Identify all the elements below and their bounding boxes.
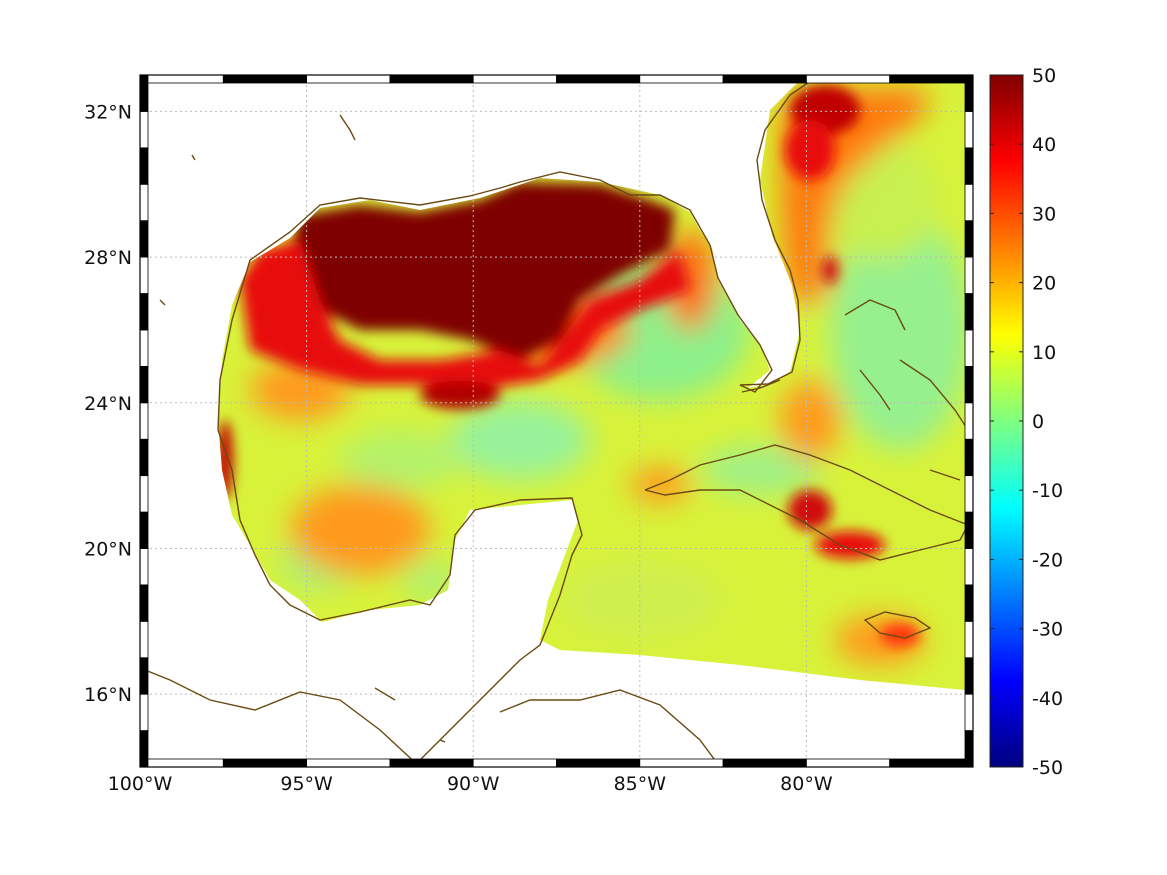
x-axis-ticks: 100°W 95°W 90°W 85°W 80°W bbox=[108, 773, 833, 795]
frame-stripe bbox=[139, 293, 149, 331]
x-tick-label: 90°W bbox=[447, 773, 500, 795]
y-tick-label: 24°N bbox=[84, 393, 132, 415]
frame-stripe bbox=[964, 74, 974, 112]
frame-stripe bbox=[139, 74, 224, 84]
x-tick-label: 100°W bbox=[108, 773, 173, 795]
frame-stripe bbox=[389, 758, 474, 768]
frame-stripe bbox=[964, 584, 974, 622]
colorbar-tick-label: 0 bbox=[1032, 411, 1044, 433]
frame-stripe bbox=[139, 111, 149, 149]
frame-stripe bbox=[139, 548, 149, 586]
frame-stripe bbox=[222, 74, 308, 84]
frame-stripe bbox=[964, 147, 974, 185]
frame-stripe bbox=[722, 74, 807, 84]
y-tick-label: 16°N bbox=[84, 684, 132, 706]
frame-stripe bbox=[806, 758, 891, 768]
frame-stripe bbox=[139, 758, 224, 768]
florida-keys-line bbox=[741, 379, 781, 393]
frame-stripe bbox=[964, 548, 974, 586]
frame-border bbox=[139, 74, 974, 768]
frame-stripe bbox=[139, 475, 149, 513]
frame-stripe bbox=[139, 657, 149, 695]
frame-stripe bbox=[139, 329, 149, 367]
frame-stripe bbox=[139, 402, 149, 440]
frame-stripe bbox=[964, 220, 974, 258]
frame-stripe bbox=[806, 74, 891, 84]
map-frame bbox=[139, 74, 974, 768]
frame-stripe bbox=[964, 693, 974, 731]
cuba-line bbox=[644, 444, 969, 561]
frame-stripe bbox=[389, 74, 474, 84]
islands-line bbox=[159, 114, 446, 743]
frame-stripe bbox=[139, 183, 149, 222]
frame-stripe bbox=[964, 402, 974, 440]
y-tick-label: 20°N bbox=[84, 538, 132, 560]
colorbar-tick-label: 40 bbox=[1032, 134, 1056, 156]
frame-stripe bbox=[964, 365, 974, 404]
frame-stripe bbox=[139, 438, 149, 477]
colorbar bbox=[989, 74, 1024, 768]
frame-stripe bbox=[306, 758, 391, 768]
frame-stripe bbox=[964, 730, 974, 768]
colorbar-tick-label: 10 bbox=[1032, 342, 1056, 364]
frame-stripe bbox=[964, 256, 974, 294]
frame-stripe bbox=[639, 74, 724, 84]
frame-stripe bbox=[964, 111, 974, 149]
frame-stripe bbox=[964, 475, 974, 513]
frame-stripe bbox=[964, 657, 974, 695]
y-tick-label: 28°N bbox=[84, 247, 132, 269]
coastlines bbox=[140, 77, 969, 767]
gulf-coast-line bbox=[217, 77, 816, 471]
frame-stripe bbox=[139, 511, 149, 549]
frame-stripe bbox=[964, 293, 974, 331]
frame-stripe bbox=[139, 220, 149, 258]
colorbar-tick-label: -50 bbox=[1032, 757, 1063, 779]
frame-stripe bbox=[964, 329, 974, 367]
frame-stripe bbox=[964, 620, 974, 659]
frame-stripe bbox=[306, 74, 391, 84]
frame-stripe bbox=[889, 758, 974, 768]
colorbar-tick-label: -30 bbox=[1032, 619, 1063, 641]
frame-stripe bbox=[639, 758, 724, 768]
bahamas-line bbox=[844, 299, 969, 481]
frame-stripe bbox=[472, 74, 557, 84]
frame-stripe bbox=[556, 758, 641, 768]
frame-stripe bbox=[139, 256, 149, 294]
x-tick-label: 85°W bbox=[614, 773, 667, 795]
colorbar-tick-label: -20 bbox=[1032, 549, 1063, 571]
jamaica-line bbox=[863, 611, 932, 639]
colorbar-ticks: 50 40 30 20 10 0 -10 -20 -30 -40 -50 bbox=[990, 65, 1063, 779]
frame-stripe bbox=[964, 183, 974, 222]
frame-stripe bbox=[139, 620, 149, 659]
x-tick-label: 80°W bbox=[780, 773, 833, 795]
frame-stripe bbox=[139, 147, 149, 185]
frame-stripe bbox=[139, 74, 149, 112]
frame-stripe bbox=[722, 758, 807, 768]
frame-stripe bbox=[556, 74, 641, 84]
frame-stripe bbox=[139, 693, 149, 731]
colorbar-tick-label: -10 bbox=[1032, 480, 1063, 502]
colorbar-tick-label: 30 bbox=[1032, 203, 1056, 225]
y-tick-label: 32°N bbox=[84, 101, 132, 123]
colorbar-tick-label: 20 bbox=[1032, 273, 1056, 295]
x-tick-label: 95°W bbox=[280, 773, 333, 795]
honduras-coast-line bbox=[499, 689, 721, 767]
y-axis-ticks: 32°N 28°N 24°N 20°N 16°N bbox=[84, 101, 132, 706]
frame-stripe bbox=[964, 438, 974, 477]
frame-stripe bbox=[889, 74, 974, 84]
mexico-coast-line bbox=[231, 469, 583, 761]
colorbar-tick-label: -40 bbox=[1032, 688, 1063, 710]
central-america-line bbox=[140, 667, 421, 767]
frame-stripe bbox=[139, 584, 149, 622]
frame-stripe bbox=[222, 758, 308, 768]
frame-stripe bbox=[139, 730, 149, 768]
colorbar-tick-label: 50 bbox=[1032, 65, 1056, 87]
frame-stripe bbox=[139, 365, 149, 404]
frame-stripe bbox=[472, 758, 557, 768]
frame-stripe bbox=[964, 511, 974, 549]
